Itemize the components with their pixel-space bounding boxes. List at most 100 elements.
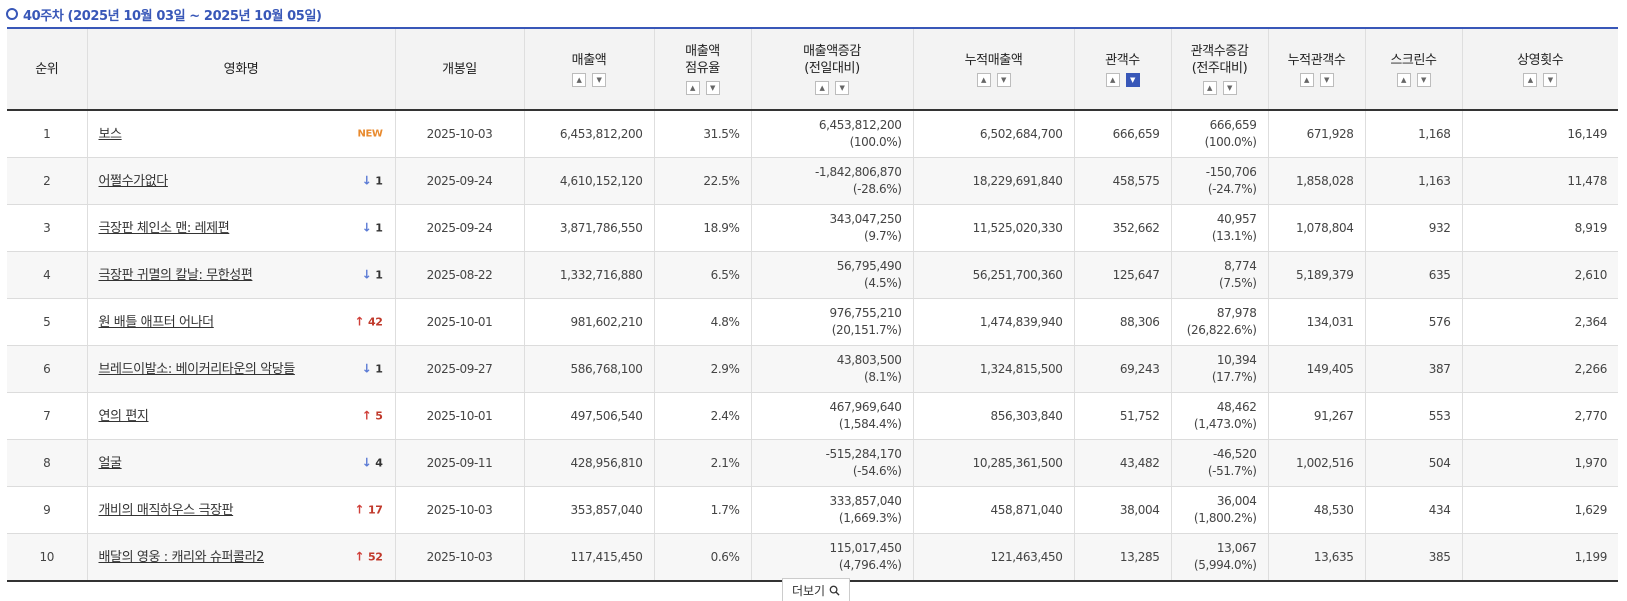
movie-title-link[interactable]: 연의 편지 <box>98 408 149 424</box>
movie-title-link[interactable]: 개비의 매직하우스 극장판 <box>98 502 234 518</box>
rank-change-badge: ↓ 1 <box>361 173 383 188</box>
audience-cell: 38,004 <box>1073 486 1171 534</box>
rank-change-badge: ↑ 42 <box>354 314 383 329</box>
showings-cell: 2,770 <box>1461 392 1618 440</box>
sort-asc-icon[interactable]: ▲ <box>1299 72 1314 87</box>
arrow-up-icon: ↑ <box>354 502 364 517</box>
movie-title-link[interactable]: 브레드이발소: 베이커리타운의 악당들 <box>98 361 296 377</box>
aud-change-cell: 13,067 (5,994.0%) <box>1170 533 1268 581</box>
open-date-cell: 2025-08-22 <box>394 251 524 299</box>
open-date-cell: 2025-09-27 <box>394 345 524 393</box>
audience-cell: 458,575 <box>1073 157 1171 205</box>
rank-cell: 2 <box>7 157 87 205</box>
arrow-down-icon: ↓ <box>361 361 372 376</box>
sales-cell: 1,332,716,880 <box>523 251 654 299</box>
rank-cell: 3 <box>7 204 87 252</box>
share-cell: 22.5% <box>653 157 751 205</box>
cum-sales-cell: 458,871,040 <box>912 486 1074 534</box>
sales-cell: 3,871,786,550 <box>523 204 654 252</box>
cum-sales-cell: 18,229,691,840 <box>912 157 1074 205</box>
sort-asc-icon[interactable]: ▲ <box>1105 72 1120 87</box>
cum-sales-cell: 856,303,840 <box>912 392 1074 440</box>
sort-desc-icon[interactable]: ▼ <box>1543 72 1558 87</box>
open-date-cell: 2025-10-03 <box>394 110 524 158</box>
audience-cell: 666,659 <box>1073 110 1171 158</box>
share-cell: 18.9% <box>653 204 751 252</box>
sort-desc-icon[interactable]: ▼ <box>592 72 606 87</box>
sales-change-cell: 6,453,812,200 (100.0%) <box>750 110 913 158</box>
rank-cell: 8 <box>7 439 87 487</box>
aud-change-cell: 10,394 (17.7%) <box>1170 345 1268 393</box>
audience-cell: 13,285 <box>1073 533 1171 581</box>
cum-audience-cell: 1,002,516 <box>1267 439 1365 487</box>
aud-change-cell: 48,462 (1,473.0%) <box>1170 392 1268 440</box>
new-badge: NEW <box>357 128 383 140</box>
showings-cell: 2,364 <box>1461 298 1618 346</box>
arrow-up-icon: ↑ <box>354 549 364 564</box>
movie-title-link[interactable]: 원 배틀 애프터 어나더 <box>98 314 215 330</box>
sort-desc-icon-active[interactable]: ▼ <box>1125 72 1140 87</box>
sort-asc-icon[interactable]: ▲ <box>815 81 829 95</box>
sort-asc-icon[interactable]: ▲ <box>1202 81 1217 95</box>
sort-asc-icon[interactable]: ▲ <box>572 72 586 87</box>
share-cell: 0.6% <box>653 533 751 581</box>
movie-title-link[interactable]: 보스 <box>98 126 123 142</box>
col-sales: 매출액 ▲ ▼ <box>523 28 654 111</box>
sales-change-cell: 333,857,040 (1,669.3%) <box>750 486 913 534</box>
sort-desc-icon[interactable]: ▼ <box>835 81 849 95</box>
table-row: 10 배달의 영웅 : 캐리와 슈퍼콜라2 ↑ 52 2025-10-03 117,… <box>7 533 1618 581</box>
table-header-row: 순위 영화명 개봉일 매출액 ▲ ▼ 매출액 점유율 ▲ ▼ 매출액증감 (전일대비) … <box>7 28 1618 111</box>
boxoffice-table: 순위 영화명 개봉일 매출액 ▲ ▼ 매출액 점유율 ▲ ▼ 매출액증감 (전일대비) … <box>7 27 1618 582</box>
table-row: 6 브레드이발소: 베이커리타운의 악당들 ↓ 1 2025-09-27 586,7… <box>7 345 1618 393</box>
sort-desc-icon[interactable]: ▼ <box>996 72 1011 87</box>
sort-asc-icon[interactable]: ▲ <box>976 72 991 87</box>
sort-desc-icon[interactable]: ▼ <box>1319 72 1334 87</box>
arrow-down-icon: ↓ <box>361 173 372 188</box>
col-share: 매출액 점유율 ▲ ▼ <box>653 28 751 111</box>
screens-cell: 553 <box>1364 392 1462 440</box>
sales-change-cell: 976,755,210 (20,151.7%) <box>750 298 913 346</box>
movie-title-link[interactable]: 극장판 체인소 맨: 레제편 <box>98 220 230 236</box>
col-cum-audience: 누적관객수 ▲ ▼ <box>1267 28 1365 111</box>
sort-asc-icon[interactable]: ▲ <box>1396 72 1411 87</box>
table-row: 3 극장판 체인소 맨: 레제편 ↓ 1 2025-09-24 3,871,786,… <box>7 204 1618 252</box>
cum-sales-cell: 121,463,450 <box>912 533 1074 581</box>
screens-cell: 1,168 <box>1364 110 1462 158</box>
col-screens: 스크린수 ▲ ▼ <box>1364 28 1462 111</box>
audience-cell: 88,306 <box>1073 298 1171 346</box>
table-row: 1 보스 NEW 2025-10-03 6,453,812,200 31.5% 6… <box>7 110 1618 158</box>
sort-desc-icon[interactable]: ▼ <box>1416 72 1431 87</box>
screens-cell: 932 <box>1364 204 1462 252</box>
showings-cell: 1,199 <box>1461 533 1618 581</box>
aud-change-cell: 87,978 (26,822.6%) <box>1170 298 1268 346</box>
movie-title-link[interactable]: 어쩔수가없다 <box>98 173 169 189</box>
movie-title-link[interactable]: 배달의 영웅 : 캐리와 슈퍼콜라2 <box>98 549 265 565</box>
arrow-up-icon: ↑ <box>354 314 364 329</box>
screens-cell: 387 <box>1364 345 1462 393</box>
more-button[interactable]: 더보기 <box>782 578 850 601</box>
title-cell: 극장판 귀멸의 칼날: 무한성편 ↓ 1 <box>86 251 395 299</box>
share-cell: 6.5% <box>653 251 751 299</box>
showings-cell: 16,149 <box>1461 110 1618 158</box>
cum-audience-cell: 1,078,804 <box>1267 204 1365 252</box>
rank-change-badge: ↑ 52 <box>354 549 383 564</box>
aud-change-cell: 36,004 (1,800.2%) <box>1170 486 1268 534</box>
sales-cell: 428,956,810 <box>523 439 654 487</box>
cum-sales-cell: 1,324,815,500 <box>912 345 1074 393</box>
screens-cell: 576 <box>1364 298 1462 346</box>
audience-cell: 51,752 <box>1073 392 1171 440</box>
screens-cell: 504 <box>1364 439 1462 487</box>
movie-title-link[interactable]: 극장판 귀멸의 칼날: 무한성편 <box>98 267 253 283</box>
open-date-cell: 2025-10-03 <box>394 533 524 581</box>
sort-asc-icon[interactable]: ▲ <box>685 81 700 95</box>
arrow-down-icon: ↓ <box>361 455 372 470</box>
rank-cell: 1 <box>7 110 87 158</box>
rank-cell: 7 <box>7 392 87 440</box>
screens-cell: 434 <box>1364 486 1462 534</box>
sort-asc-icon[interactable]: ▲ <box>1523 72 1538 87</box>
col-title: 영화명 <box>86 28 395 111</box>
sort-desc-icon[interactable]: ▼ <box>705 81 720 95</box>
sort-desc-icon[interactable]: ▼ <box>1222 81 1237 95</box>
movie-title-link[interactable]: 얼굴 <box>98 455 123 471</box>
showings-cell: 2,266 <box>1461 345 1618 393</box>
